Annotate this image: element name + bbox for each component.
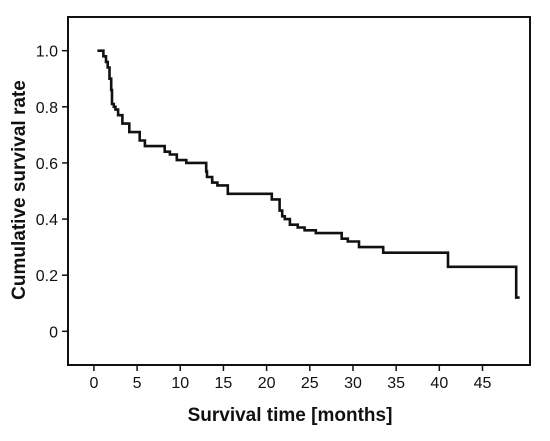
y-tick-label: 0.4 [36,212,58,229]
x-tick-label: 40 [430,375,448,392]
plot-frame [67,16,531,366]
y-tick-label: 0.6 [36,156,58,173]
x-tick-label: 45 [474,375,492,392]
y-tick-label: 0 [49,324,58,341]
y-tick-label: 1.0 [36,44,58,61]
x-tick-label: 15 [215,375,233,392]
x-tick-label: 25 [301,375,319,392]
survival-curve-line [97,49,520,299]
x-tick-label: 20 [258,375,276,392]
x-tick-label: 5 [133,375,142,392]
y-tick-label: 0.2 [36,268,58,285]
x-tick-label: 10 [171,375,189,392]
y-axis-title: Cumulative survival rate [9,80,30,300]
x-axis-ticks: 0 5 10 15 20 25 30 35 40 45 [89,365,492,392]
x-tick-label: 30 [344,375,362,392]
x-tick-label: 35 [387,375,405,392]
y-axis-ticks: 0 0.2 0.4 0.6 0.8 1.0 [36,44,68,341]
x-tick-label: 0 [89,375,98,392]
x-axis-title: Survival time [months] [188,405,393,426]
y-tick-label: 0.8 [36,100,58,117]
